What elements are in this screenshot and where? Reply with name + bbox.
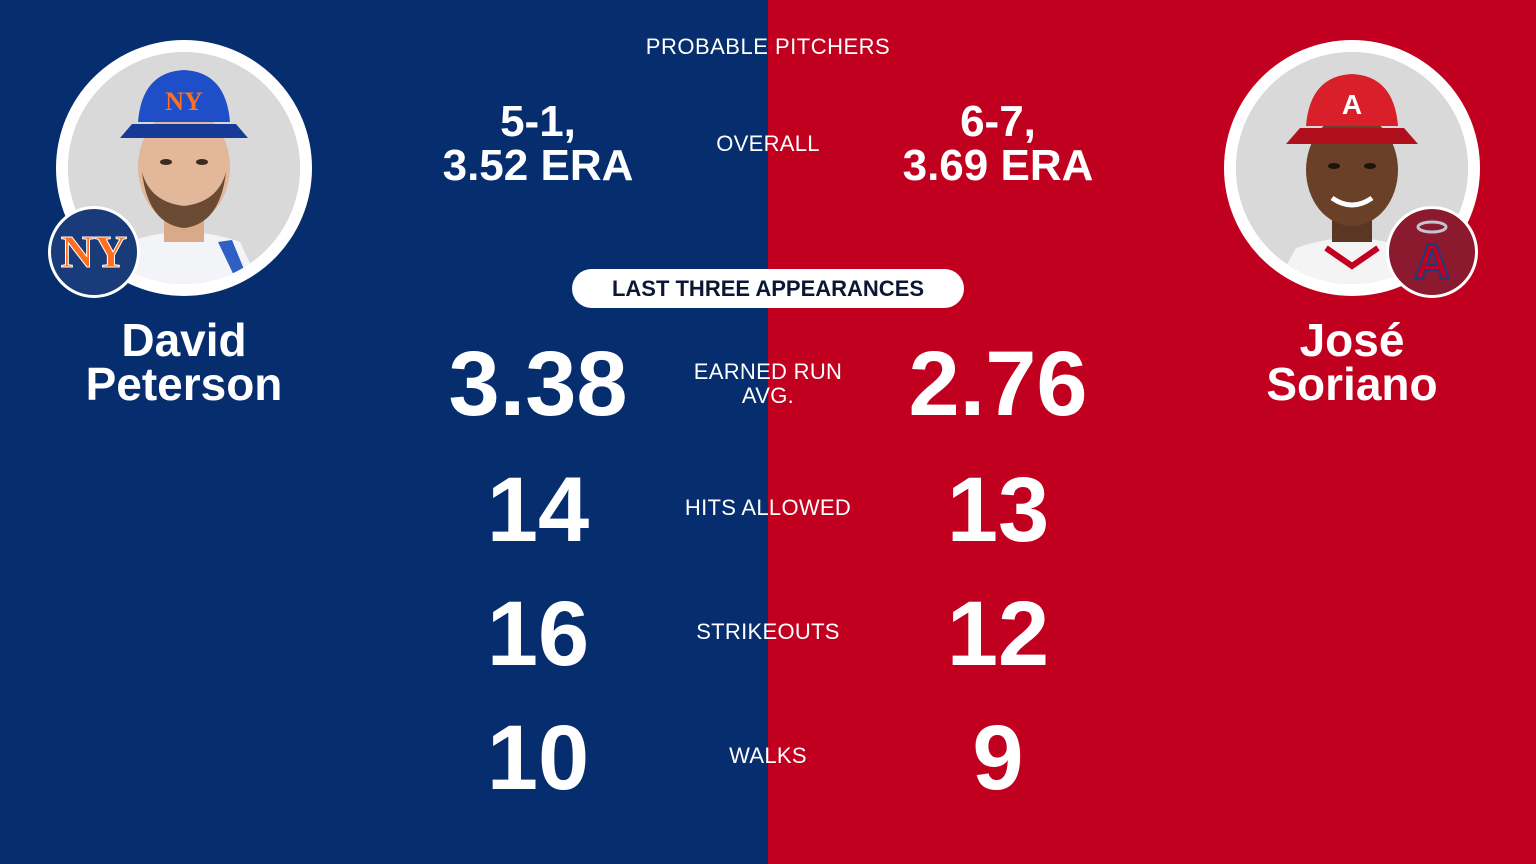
page-title: PROBABLE PITCHERS xyxy=(645,34,891,59)
era-label-line2: AVG. xyxy=(741,383,795,408)
angels-logo-icon: A xyxy=(1386,206,1478,298)
era-label: EARNED RUN AVG. xyxy=(618,360,918,408)
left-overall-record: 5-1, 3.52 ERA xyxy=(388,100,688,188)
left-overall-era: 3.52 ERA xyxy=(442,141,634,190)
left-pitcher-last-name: Peterson xyxy=(85,358,283,410)
strikeouts-label: STRIKEOUTS xyxy=(696,619,840,644)
right-walks-value: 9 xyxy=(972,707,1024,809)
right-overall-era: 3.69 ERA xyxy=(902,141,1094,190)
right-strikeouts-value: 12 xyxy=(946,583,1050,685)
left-walks-value: 10 xyxy=(486,707,590,809)
left-strikeouts-value: 16 xyxy=(486,583,590,685)
right-era-value: 2.76 xyxy=(908,333,1088,435)
left-hits-value: 14 xyxy=(486,459,590,561)
mets-logo-icon: NY xyxy=(48,206,140,298)
left-overall-wl: 5-1, xyxy=(500,97,576,146)
overall-label: OVERALL xyxy=(716,131,820,156)
left-pitcher-first-name: David xyxy=(121,314,247,366)
last-three-appearances-badge: LAST THREE APPEARANCES xyxy=(572,269,964,308)
right-pitcher-first-name: José xyxy=(1299,314,1405,366)
svg-text:A: A xyxy=(1342,89,1362,120)
svg-text:NY: NY xyxy=(165,87,203,116)
era-label-line1: EARNED RUN xyxy=(693,359,843,384)
walks-label: WALKS xyxy=(729,743,807,768)
right-overall-wl: 6-7, xyxy=(960,97,1036,146)
svg-text:NY: NY xyxy=(61,226,127,277)
left-era-value: 3.38 xyxy=(448,333,628,435)
right-overall-record: 6-7, 3.69 ERA xyxy=(848,100,1148,188)
right-hits-value: 13 xyxy=(946,459,1050,561)
left-pitcher-name: David Peterson xyxy=(34,314,334,410)
right-pitcher-last-name: Soriano xyxy=(1266,358,1438,410)
hits-label: HITS ALLOWED xyxy=(684,495,852,520)
svg-text:A: A xyxy=(1414,234,1450,290)
right-pitcher-name: José Soriano xyxy=(1202,314,1502,410)
